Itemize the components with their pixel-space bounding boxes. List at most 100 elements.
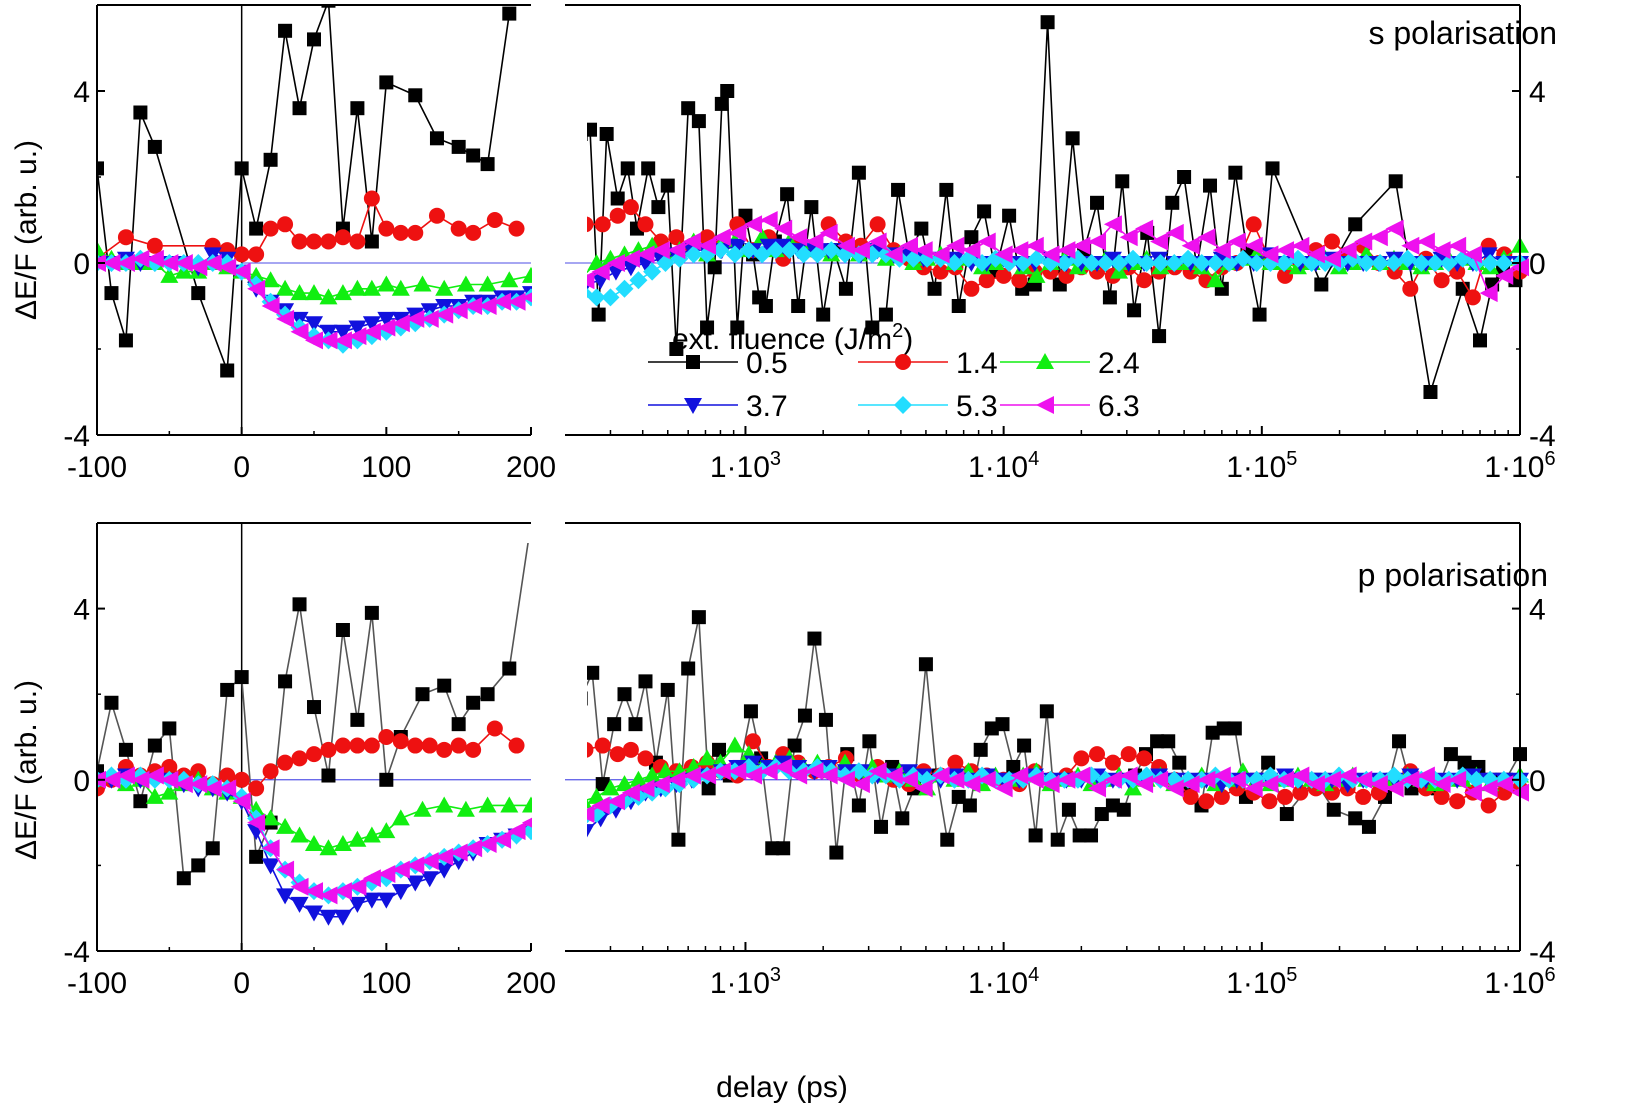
legend-label-1.4: 1.4 (956, 347, 998, 380)
data-point-p-log-0.5 (681, 661, 696, 676)
data-point-p-log-0.5 (1392, 734, 1407, 749)
data-point-s-linear-6.3 (435, 305, 454, 324)
data-point-s-log-1.4 (963, 280, 980, 297)
y-tick-label-left-p: 0 (73, 765, 90, 798)
data-point-s-log-0.5 (730, 320, 745, 335)
data-point-s-log-5.3 (1082, 254, 1101, 272)
data-point-s-log-6.3 (1197, 228, 1216, 247)
data-point-p-log-0.5 (807, 631, 822, 646)
data-point-s-log-0.5 (1165, 195, 1180, 210)
x-tick-label-base: 1·10 (968, 451, 1028, 484)
data-point-p-linear-6.3 (290, 877, 309, 896)
data-point-p-log-1.4 (1136, 750, 1153, 767)
data-point-p-log-6.3 (1088, 779, 1107, 798)
data-point-s-log-1.4 (1245, 216, 1262, 233)
x-tick-label-linear-s: 0 (233, 451, 250, 484)
data-point-p-log-1.4 (1449, 793, 1466, 810)
legend-marker-5.3 (894, 396, 912, 414)
data-point-p-log-1.4 (1480, 797, 1497, 814)
data-point-s-log-2.4 (1027, 266, 1046, 283)
data-point-s-log-5.3 (973, 254, 992, 272)
data-point-s-log-0.5 (1127, 303, 1142, 318)
data-point-s-log-3.7 (759, 238, 778, 255)
data-point-p-log-2.4 (725, 736, 744, 753)
data-point-s-log-1.4 (594, 216, 611, 233)
data-point-s-linear-2.4 (348, 279, 367, 296)
data-point-p-log-1.4 (1261, 793, 1278, 810)
data-point-s-log-5.3 (643, 262, 662, 281)
data-point-p-linear-3.7 (348, 896, 367, 913)
x-tick-label-exponent: 4 (1028, 964, 1039, 986)
data-point-p-log-0.5 (1050, 832, 1065, 847)
data-point-s-linear-6.3 (319, 331, 338, 350)
data-point-s-log-5.3 (1055, 254, 1074, 272)
data-point-p-log-0.5 (1279, 807, 1294, 822)
data-point-s-log-6.3 (900, 236, 919, 255)
data-point-s-log-5.3 (1027, 249, 1046, 268)
data-point-p-log-2.4 (587, 799, 593, 809)
data-point-s-log-6.3 (587, 271, 595, 290)
data-point-s-log-0.5 (780, 187, 795, 202)
data-point-p-log-6.3 (994, 779, 1013, 798)
data-point-s-log-6.3 (1165, 223, 1184, 242)
data-point-p-linear-2.4 (305, 835, 323, 851)
data-point-s-log-6.3 (1057, 241, 1076, 260)
data-point-s-linear-1.4 (363, 190, 380, 207)
data-point-p-linear-6.3 (218, 779, 237, 798)
data-point-s-linear-6.3 (333, 331, 352, 350)
data-point-p-linear-3.7 (377, 892, 396, 909)
data-point-s-log-0.5 (951, 299, 966, 313)
data-point-p-linear-0.5 (335, 623, 350, 637)
data-point-s-linear-6.3 (174, 254, 193, 272)
data-point-s-linear-0.5 (502, 6, 517, 21)
data-point-p-linear-1.4 (392, 733, 409, 750)
data-point-p-log-6.3 (1057, 770, 1076, 789)
data-point-p-linear-1.4 (219, 767, 236, 784)
data-point-p-log-0.5 (851, 798, 866, 813)
data-point-s-linear-2.4 (500, 271, 519, 288)
data-point-s-log-0.5 (1388, 174, 1403, 189)
data-point-s-linear-6.3 (218, 258, 237, 277)
data-point-p-log-0.5 (1205, 725, 1220, 740)
data-point-s-linear-1.4 (320, 233, 337, 250)
data-point-s-log-0.5 (891, 182, 906, 197)
data-point-p-linear-3.7 (333, 909, 352, 926)
x-tick-label-linear-s: -100 (67, 451, 127, 484)
x-tick-label-exponent: 6 (1544, 964, 1555, 986)
data-point-p-linear-1.4 (262, 763, 279, 780)
data-point-s-log-6.3 (994, 245, 1013, 264)
data-point-s-linear-0.5 (147, 139, 162, 154)
x-tick-label-log-p: 1·103 (710, 964, 781, 1000)
x-tick-label-exponent: 6 (1544, 448, 1555, 470)
data-point-s-log-6.3 (1119, 228, 1138, 247)
legend-marker-2.4 (1036, 353, 1054, 369)
data-point-p-log-6.3 (1227, 770, 1246, 789)
data-point-s-linear-6.3 (232, 262, 251, 281)
data-point-s-log-0.5 (1115, 174, 1130, 189)
data-point-p-linear-1.4 (378, 729, 395, 745)
data-point-p-log-6.3 (884, 766, 903, 785)
data-point-p-log-5.3 (1384, 766, 1403, 785)
data-point-p-linear-0.5 (321, 768, 336, 783)
data-point-p-linear-1.4 (465, 741, 482, 758)
data-point-s-linear-2.4 (377, 275, 396, 292)
x-tick-label-linear-p: -100 (67, 967, 127, 1000)
data-point-p-log-0.5 (973, 742, 988, 757)
data-point-s-log-5.3 (1137, 254, 1156, 272)
data-point-s-log-0.5 (1090, 195, 1105, 210)
data-point-p-linear-0.5 (480, 687, 495, 702)
data-point-p-log-0.5 (638, 674, 653, 689)
data-point-s-linear-2.4 (290, 284, 309, 301)
data-point-p-linear-2.4 (500, 796, 519, 813)
data-point-s-log-5.3 (959, 249, 978, 268)
data-point-s-log-6.3 (1463, 245, 1482, 264)
data-point-s-log-5.3 (1110, 254, 1129, 272)
data-point-s-log-0.5 (591, 307, 606, 322)
data-point-s-log-0.5 (964, 230, 979, 245)
data-point-p-linear-0.5 (437, 678, 452, 693)
data-point-p-log-1.4 (609, 746, 626, 763)
data-point-s-linear-6.3 (406, 309, 425, 328)
data-point-p-log-6.3 (962, 775, 981, 794)
data-point-s-log-6.3 (946, 236, 965, 255)
y-tick-label-right-p: 4 (1529, 594, 1546, 627)
